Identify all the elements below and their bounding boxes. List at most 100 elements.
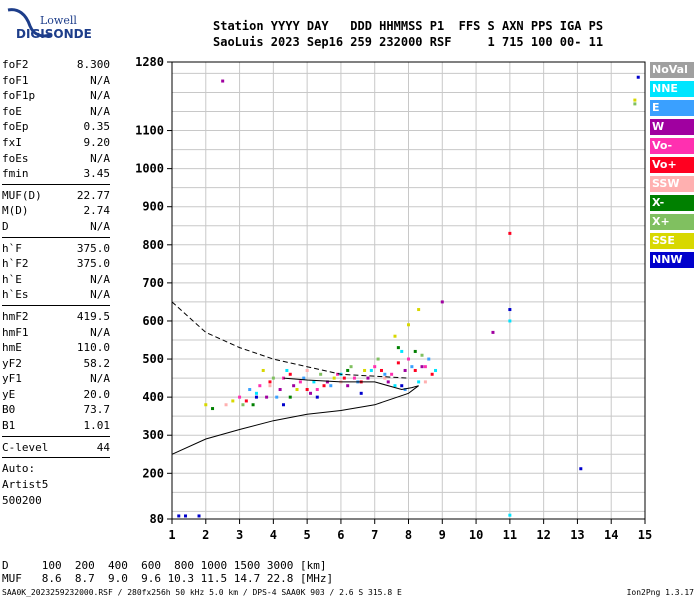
- autoscale-info: Auto: Artist5 500200: [2, 461, 110, 509]
- param-value: N/A: [90, 325, 110, 339]
- echo-point: [390, 372, 394, 376]
- param-value: N/A: [90, 73, 110, 87]
- echo-point: [393, 334, 397, 338]
- param-row: foE N/A: [2, 104, 110, 120]
- legend-item-nnw: NNW: [650, 252, 694, 268]
- echo-point: [346, 384, 350, 388]
- echo-point: [221, 79, 225, 83]
- param-key: h`E: [2, 272, 22, 286]
- param-value: 22.77: [76, 188, 110, 202]
- echo-point: [430, 372, 434, 376]
- echo-point: [336, 372, 340, 376]
- y-tick-label: 900: [142, 200, 164, 214]
- file-info-footer: SAA0K_2023259232000.RSF / 280fx256h 50 k…: [2, 588, 402, 597]
- echo-point: [281, 376, 285, 380]
- echo-point: [254, 395, 258, 399]
- echo-point: [261, 368, 265, 372]
- echo-point: [383, 372, 387, 376]
- echo-point: [315, 395, 319, 399]
- param-row: D N/A: [2, 219, 110, 235]
- param-row: hmF1 N/A: [2, 325, 110, 341]
- echo-point: [271, 376, 275, 380]
- x-tick-label: 12: [536, 528, 550, 542]
- y-tick-label: 300: [142, 428, 164, 442]
- echo-point: [423, 365, 427, 369]
- param-row: fmin 3.45: [2, 166, 110, 182]
- x-tick-label: 3: [236, 528, 243, 542]
- x-tick-label: 5: [304, 528, 311, 542]
- param-value: 58.2: [83, 356, 111, 370]
- lowell-digisonde-logo: Lowell DIGISONDE: [4, 6, 92, 46]
- param-divider: [2, 304, 110, 306]
- param-row: fxI 9.20: [2, 135, 110, 151]
- muf-value-row: MUF 8.6 8.7 9.0 9.6 10.3 11.5 14.7 22.8 …: [2, 572, 334, 585]
- echo-point: [417, 308, 421, 312]
- param-key: fmin: [2, 167, 29, 181]
- y-tick-label: 80: [150, 512, 164, 526]
- echo-point: [292, 384, 296, 388]
- echo-point: [295, 388, 299, 392]
- software-version: Ion2Png 1.3.17: [626, 588, 694, 597]
- x-tick-label: 4: [270, 528, 277, 542]
- echo-point: [423, 380, 427, 384]
- echo-point: [211, 407, 215, 411]
- echo-point: [197, 514, 201, 518]
- param-value: 73.7: [83, 403, 111, 417]
- y-tick-label: 500: [142, 352, 164, 366]
- autoscale-line: Auto:: [2, 462, 36, 476]
- echo-point: [417, 380, 421, 384]
- x-tick-label: 10: [469, 528, 483, 542]
- x-tick-label: 14: [604, 528, 618, 542]
- echo-point: [346, 368, 350, 372]
- param-key: foF1p: [2, 89, 36, 103]
- echo-point: [312, 380, 316, 384]
- param-value: 419.5: [76, 309, 110, 323]
- y-tick-label: 1100: [135, 124, 164, 138]
- echo-point: [305, 388, 309, 392]
- echo-point: [420, 353, 424, 357]
- legend-item-x-: X+: [650, 214, 694, 230]
- param-value: 8.300: [76, 58, 110, 71]
- profile-curve: [283, 377, 419, 391]
- param-value: N/A: [90, 272, 110, 286]
- param-key: foF1: [2, 73, 29, 87]
- param-row: B0 73.7: [2, 402, 110, 418]
- param-row: yF2 58.2: [2, 356, 110, 372]
- x-tick-label: 6: [337, 528, 344, 542]
- param-divider: [2, 236, 110, 238]
- echo-point: [265, 395, 269, 399]
- echo-point: [579, 467, 583, 471]
- param-value: 375.0: [76, 257, 110, 271]
- echo-point: [275, 395, 279, 399]
- x-tick-label: 9: [439, 528, 446, 542]
- station-header-row2: SaoLuis 2023 Sep16 259 232000 RSF 1 715 …: [213, 35, 604, 49]
- echo-point: [413, 368, 417, 372]
- echo-point: [268, 380, 272, 384]
- param-key: foE: [2, 104, 22, 118]
- param-key: C-level: [2, 440, 49, 454]
- param-row: foF1 N/A: [2, 73, 110, 89]
- x-tick-label: 2: [202, 528, 209, 542]
- param-row: MUF(D) 22.77: [2, 188, 110, 204]
- echo-point: [325, 380, 329, 384]
- echo-point: [633, 102, 637, 106]
- echo-point: [248, 388, 252, 392]
- param-row: yE 20.0: [2, 387, 110, 403]
- param-key: h`F: [2, 241, 22, 255]
- param-key: foF2: [2, 58, 29, 71]
- legend-item-vo-: Vo-: [650, 138, 694, 154]
- param-value: N/A: [90, 151, 110, 165]
- echo-point: [241, 403, 245, 407]
- echo-point: [359, 391, 363, 395]
- param-key: h`F2: [2, 257, 29, 271]
- param-key: D: [2, 219, 9, 233]
- y-tick-label: 1280: [135, 55, 164, 69]
- x-tick-label: 15: [638, 528, 652, 542]
- echo-point: [508, 319, 512, 323]
- echo-point: [298, 380, 302, 384]
- param-key: foEs: [2, 151, 29, 165]
- logo-line2: DIGISONDE: [16, 27, 92, 41]
- y-tick-label: 800: [142, 238, 164, 252]
- echo-point: [309, 391, 313, 395]
- param-value: N/A: [90, 219, 110, 233]
